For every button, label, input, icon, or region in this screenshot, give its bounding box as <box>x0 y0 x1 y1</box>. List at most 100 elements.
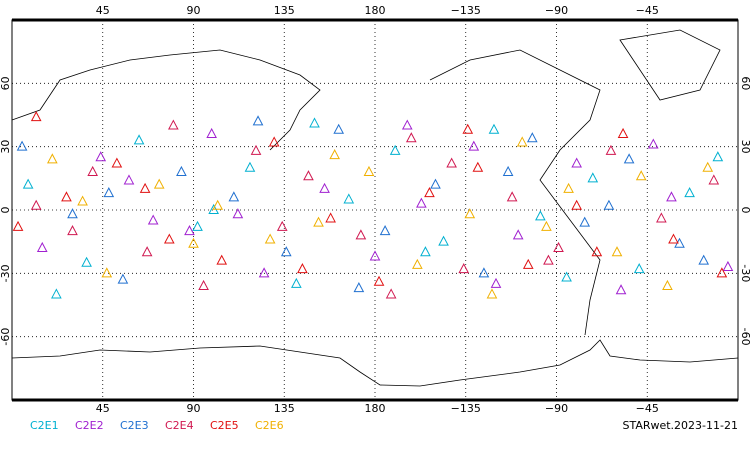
triangle-marker <box>633 263 645 274</box>
triangle-marker <box>51 288 62 299</box>
triangle-marker <box>430 178 441 189</box>
triangle-marker <box>333 123 345 134</box>
triangle-marker <box>698 254 710 265</box>
triangle-marker <box>373 275 385 286</box>
triangle-marker <box>526 132 538 143</box>
triangle-marker <box>563 182 574 193</box>
triangle-marker <box>666 191 677 202</box>
americas-coast <box>429 49 601 336</box>
triangle-marker <box>47 153 58 164</box>
y-tick-label-left: 0 <box>0 207 12 214</box>
triangle-marker <box>103 187 115 198</box>
y-tick-label-left: -30 <box>0 264 12 282</box>
triangle-marker <box>313 216 324 227</box>
triangle-marker <box>133 134 145 145</box>
x-tick-label-top: −45 <box>636 4 659 17</box>
triangle-marker <box>198 279 209 290</box>
triangle-marker <box>412 258 423 269</box>
triangle-marker <box>77 195 88 206</box>
triangle-marker <box>355 229 367 240</box>
triangle-marker <box>506 191 518 202</box>
triangle-marker <box>611 246 623 257</box>
triangle-marker <box>468 140 480 151</box>
triangle-marker <box>502 165 514 176</box>
triangle-marker <box>216 254 228 265</box>
x-tick-label-bottom: 180 <box>365 402 386 415</box>
triangle-marker <box>206 127 217 138</box>
triangle-marker <box>168 119 179 130</box>
triangle-marker <box>252 115 264 126</box>
triangle-marker <box>722 260 734 271</box>
triangle-marker <box>571 157 582 168</box>
triangle-marker <box>662 279 673 290</box>
triangle-marker <box>656 212 667 223</box>
triangle-marker <box>139 182 151 193</box>
triangle-marker <box>486 288 498 299</box>
triangle-marker <box>67 208 78 219</box>
x-tick-label-bottom: 90 <box>187 402 201 415</box>
triangle-marker <box>117 273 129 284</box>
triangle-marker <box>291 277 302 288</box>
triangle-marker <box>571 199 582 210</box>
antarctica-coast <box>11 339 739 387</box>
triangle-marker <box>385 288 397 299</box>
triangle-marker <box>462 123 474 134</box>
triangle-marker <box>264 233 276 244</box>
x-tick-label-bottom: −90 <box>545 402 568 415</box>
triangle-marker <box>684 187 695 198</box>
triangle-marker <box>553 241 564 252</box>
legend-entry: C2E3 <box>120 419 149 432</box>
triangle-marker <box>401 119 413 130</box>
triangle-marker <box>268 136 280 147</box>
triangle-marker <box>36 241 48 252</box>
triangle-marker <box>250 144 262 155</box>
triangle-marker <box>490 277 502 288</box>
triangle-marker <box>111 157 123 168</box>
triangle-marker <box>244 161 256 172</box>
y-tick-label-left: 60 <box>0 76 12 90</box>
triangle-marker <box>30 111 42 122</box>
triangle-marker <box>541 220 552 231</box>
triangle-marker <box>702 161 714 172</box>
triangle-marker <box>22 178 34 189</box>
triangle-marker <box>379 225 391 236</box>
triangle-marker <box>464 208 476 219</box>
x-tick-label-top: −135 <box>451 4 481 17</box>
triangle-marker <box>591 246 603 257</box>
triangle-marker <box>605 144 617 155</box>
triangle-marker <box>343 193 355 204</box>
eurasia-coast <box>11 49 321 151</box>
triangle-marker <box>61 191 72 202</box>
triangle-marker <box>587 172 599 183</box>
x-tick-label-bottom: 45 <box>96 402 110 415</box>
triangle-marker <box>617 127 629 138</box>
triangle-marker <box>232 208 244 219</box>
triangle-marker <box>153 178 165 189</box>
y-tick-label-right: 30 <box>739 140 750 154</box>
triangle-marker <box>212 199 224 210</box>
triangle-marker <box>405 132 417 143</box>
triangle-marker <box>458 263 470 274</box>
triangle-marker <box>369 250 381 261</box>
y-tick-label-left: -60 <box>0 328 12 346</box>
triangle-marker <box>309 117 320 128</box>
triangle-marker <box>258 267 270 278</box>
triangle-marker <box>192 220 203 231</box>
triangle-marker <box>16 140 28 151</box>
triangle-marker <box>438 235 449 246</box>
x-tick-label-top: −90 <box>545 4 568 17</box>
x-tick-label-top: 90 <box>187 4 201 17</box>
x-tick-label-top: 180 <box>365 4 386 17</box>
triangle-marker <box>579 216 591 227</box>
triangle-marker <box>123 174 135 185</box>
x-tick-label-bottom: 135 <box>274 402 295 415</box>
triangle-marker <box>353 282 365 293</box>
triangle-marker <box>561 271 572 282</box>
legend-entry: C2E1 <box>30 419 59 432</box>
triangle-marker <box>716 267 728 278</box>
triangle-marker <box>280 246 292 257</box>
legend-entry: C2E4 <box>165 419 194 432</box>
triangle-marker <box>516 136 528 147</box>
triangle-marker <box>512 229 524 240</box>
triangle-marker <box>623 153 635 164</box>
